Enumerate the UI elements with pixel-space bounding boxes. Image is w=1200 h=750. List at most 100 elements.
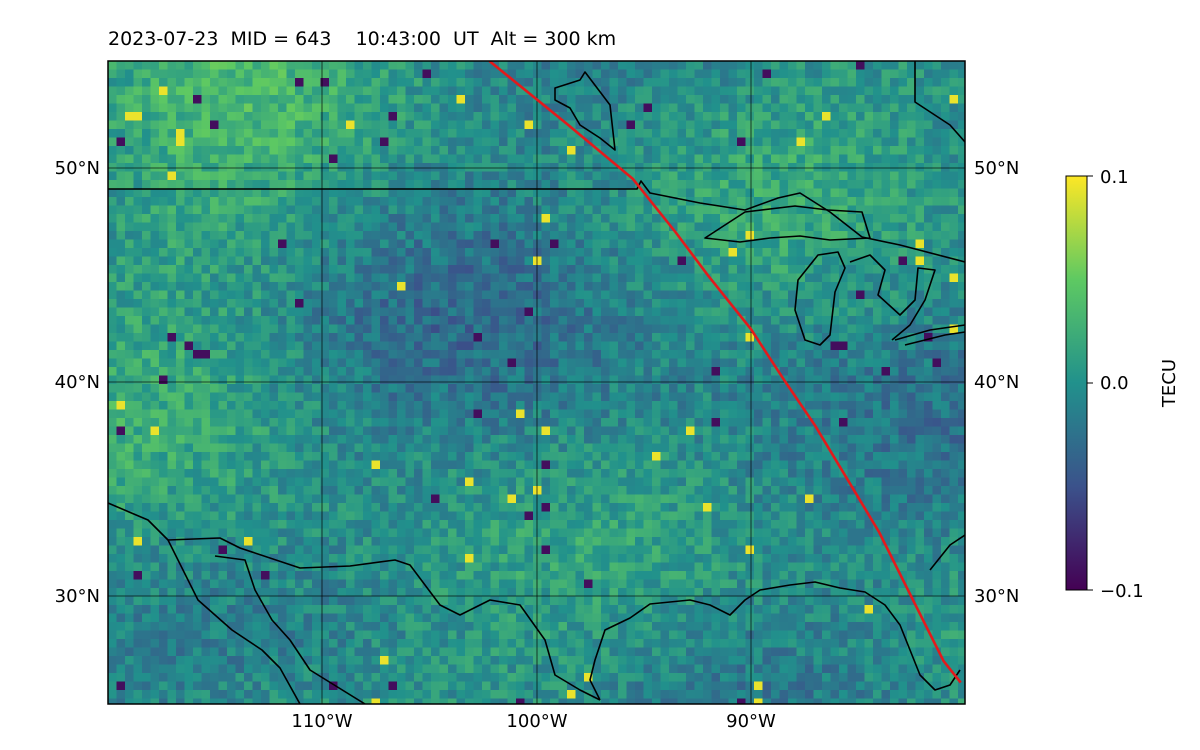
tec-cell	[490, 401, 500, 411]
tec-cell	[448, 171, 458, 181]
tec-cell	[363, 205, 373, 215]
tec-cell	[363, 324, 373, 334]
tec-cell	[227, 103, 237, 113]
tec-cell	[320, 171, 330, 181]
tec-cell	[150, 384, 160, 394]
tec-cell	[490, 350, 500, 360]
tec-cell	[567, 137, 577, 147]
tec-cell	[652, 197, 662, 207]
tec-cell	[924, 69, 934, 79]
tec-cell	[898, 197, 908, 207]
tec-cell	[193, 273, 203, 283]
tec-cell	[754, 129, 764, 139]
tec-cell	[499, 426, 509, 436]
tec-cell	[235, 350, 245, 360]
tec-cell	[941, 188, 951, 198]
tec-cell	[448, 188, 458, 198]
tec-cell	[507, 231, 517, 241]
tec-cell	[159, 460, 169, 470]
tec-cell	[261, 469, 271, 479]
tec-cell	[694, 307, 704, 317]
tec-cell	[915, 180, 925, 190]
tec-cell	[737, 222, 747, 232]
tec-cell	[346, 61, 356, 71]
tec-cell	[499, 418, 509, 428]
tec-cell	[252, 205, 262, 215]
tec-cell	[720, 239, 730, 249]
tec-cell	[924, 188, 934, 198]
tec-cell	[354, 205, 364, 215]
tec-cell	[898, 282, 908, 292]
tec-cell	[830, 231, 840, 241]
tec-cell	[541, 409, 551, 419]
tec-cell	[813, 375, 823, 385]
tec-cell	[694, 154, 704, 164]
tec-cell	[762, 69, 772, 79]
tec-cell	[108, 435, 118, 445]
tec-cell	[873, 341, 883, 351]
tec-cell	[482, 418, 492, 428]
tec-cell	[422, 316, 432, 326]
tec-cell	[703, 171, 713, 181]
tec-cell	[150, 214, 160, 224]
tec-cell	[949, 112, 959, 122]
tec-cell	[278, 273, 288, 283]
tec-cell	[295, 154, 305, 164]
tec-cell	[728, 248, 738, 258]
tec-cell	[932, 95, 942, 105]
tec-cell	[269, 205, 279, 215]
tec-cell	[414, 61, 424, 71]
tec-cell	[329, 95, 339, 105]
tec-cell	[456, 350, 466, 360]
tec-cell	[516, 61, 526, 71]
tec-cell	[941, 231, 951, 241]
tec-cell	[609, 248, 619, 258]
tec-cell	[592, 273, 602, 283]
tec-cell	[754, 316, 764, 326]
tec-cell	[635, 392, 645, 402]
tec-cell	[278, 129, 288, 139]
tec-cell	[754, 188, 764, 198]
tec-cell	[125, 460, 135, 470]
tec-cell	[915, 69, 925, 79]
tec-cell	[142, 248, 152, 258]
tec-cell	[176, 86, 186, 96]
tec-cell	[456, 171, 466, 181]
tec-cell	[728, 265, 738, 275]
tec-cell	[490, 273, 500, 283]
tec-cell	[890, 375, 900, 385]
tec-cell	[830, 375, 840, 385]
tec-cell	[822, 61, 832, 71]
tec-cell	[694, 324, 704, 334]
tec-cell	[669, 205, 679, 215]
tec-cell	[108, 350, 118, 360]
tec-cell	[252, 460, 262, 470]
tec-cell	[380, 324, 390, 334]
tec-cell	[924, 95, 934, 105]
tec-cell	[210, 477, 220, 487]
tec-cell	[422, 78, 432, 88]
tec-cell	[830, 469, 840, 479]
tec-cell	[720, 61, 730, 71]
tec-cell	[482, 171, 492, 181]
tec-cell	[516, 137, 526, 147]
tec-cell	[295, 409, 305, 419]
tec-cell	[830, 426, 840, 436]
tec-cell	[805, 163, 815, 173]
tec-cell	[643, 452, 653, 462]
tec-cell	[592, 375, 602, 385]
tec-cell	[210, 112, 220, 122]
tec-cell	[703, 418, 713, 428]
tec-cell	[125, 95, 135, 105]
tec-cell	[193, 290, 203, 300]
tec-cell	[601, 163, 611, 173]
tec-cell	[618, 171, 628, 181]
tec-cell	[405, 452, 415, 462]
tec-cell	[431, 316, 441, 326]
tec-cell	[371, 358, 381, 368]
tec-cell	[907, 375, 917, 385]
tec-cell	[754, 248, 764, 258]
tec-cell	[788, 418, 798, 428]
tec-cell	[218, 341, 228, 351]
tec-cell	[303, 435, 313, 445]
